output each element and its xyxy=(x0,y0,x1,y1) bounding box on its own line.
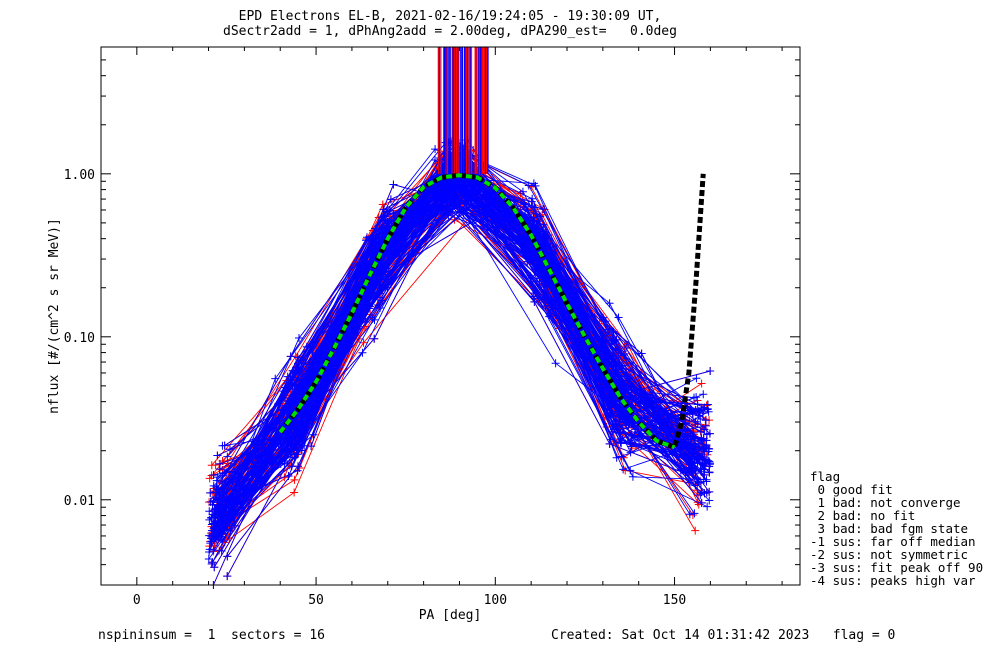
flag-legend: flag 0 good fit 1 bad: not converge 2 ba… xyxy=(810,470,983,587)
spectrum-trace xyxy=(210,171,711,572)
legend-title: flag xyxy=(810,469,841,484)
legend-item: -4 sus: peaks high var xyxy=(810,573,976,588)
chart-title-line2: dSectr2add = 1, dPhAng2add = 2.00deg, dP… xyxy=(223,24,677,39)
legend-item: 0 good fit xyxy=(810,482,893,497)
x-tick-label: 100 xyxy=(484,593,507,608)
spectrum-trace xyxy=(225,179,709,479)
spectrum-trace xyxy=(204,178,699,564)
legend-item: -3 sus: fit peak off 90 xyxy=(810,560,984,575)
plot-frame xyxy=(100,46,801,586)
y-axis-label: nflux [#/(cm^2 s sr MeV)] xyxy=(47,218,62,414)
trace-markers xyxy=(286,169,710,467)
legend-item: 1 bad: not converge xyxy=(810,495,961,510)
trace-markers xyxy=(204,178,699,564)
legend-item: -2 sus: not symmetric xyxy=(810,547,969,562)
footer-sector-info: nspininsum = 1 sectors = 16 xyxy=(98,628,325,643)
trace-line xyxy=(224,161,698,540)
spectrum-trace xyxy=(221,194,711,527)
fit-curves xyxy=(278,172,706,451)
spectrum-trace xyxy=(215,180,701,482)
trace-markers xyxy=(210,171,711,572)
trace-markers xyxy=(215,184,714,541)
x-axis-label: PA [deg] xyxy=(419,608,482,623)
trace-markers xyxy=(225,179,709,479)
legend-item: -1 sus: far off median xyxy=(810,534,976,549)
footer-created-info: Created: Sat Oct 14 01:31:42 2023 flag =… xyxy=(551,628,896,643)
trace-markers xyxy=(216,197,708,541)
spectra-traces xyxy=(204,47,715,589)
spectrum-trace xyxy=(210,171,711,572)
y-tick-label: 1.00 xyxy=(64,168,95,183)
trace-line xyxy=(223,162,707,517)
legend-item: 2 bad: no fit xyxy=(810,508,916,523)
chart-title-line1: EPD Electrons EL-B, 2021-02-16/19:24:05 … xyxy=(238,9,662,24)
x-tick-label: 150 xyxy=(663,593,686,608)
trace-markers xyxy=(210,171,711,572)
y-tick-label: 0.01 xyxy=(64,494,95,509)
trace-line xyxy=(218,188,710,537)
spectrum-trace xyxy=(215,184,714,541)
spectrum-trace xyxy=(219,207,698,529)
legend-item: 3 bad: bad fgm state xyxy=(810,521,969,536)
y-tick-label: 0.10 xyxy=(64,331,95,346)
trace-markers xyxy=(223,156,631,530)
spectrum-trace xyxy=(216,197,708,541)
fit-curve xyxy=(278,173,676,450)
x-tick-label: 0 xyxy=(133,593,141,608)
axis-ticks: 0 50 100 150 0.01 0.10 1.00 xyxy=(64,46,800,608)
x-tick-label: 50 xyxy=(308,593,324,608)
trace-markers xyxy=(215,180,701,482)
